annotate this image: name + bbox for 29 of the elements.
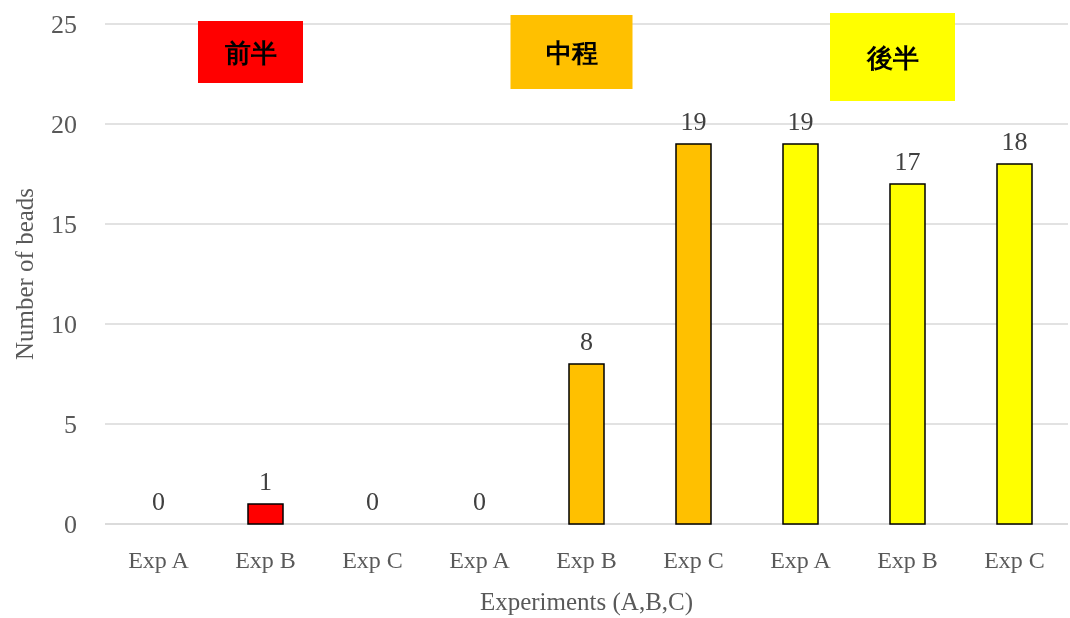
x-tick-label: Exp A [128, 547, 190, 573]
annotation: 前半 [223, 38, 277, 68]
data-label: 19 [680, 107, 707, 136]
data-label: 19 [787, 107, 814, 136]
y-tick-label: 10 [51, 310, 77, 339]
data-label: 17 [894, 147, 921, 176]
x-tick-label: Exp B [235, 547, 296, 573]
data-label: 0 [152, 487, 165, 516]
y-tick-label: 25 [51, 10, 77, 39]
data-label: 0 [366, 487, 379, 516]
x-tick-label: Exp B [556, 547, 617, 573]
x-axis-title: Experiments (A,B,C) [479, 588, 694, 616]
y-tick-label: 20 [51, 110, 77, 139]
data-label: 1 [259, 467, 272, 496]
y-tick-label: 0 [64, 510, 77, 539]
data-label: 8 [580, 327, 593, 356]
data-label: 18 [1001, 127, 1028, 156]
annotation: 中程 [545, 38, 598, 68]
y-tick-label: 15 [51, 210, 77, 239]
annotation: 後半 [865, 43, 919, 73]
data-label: 0 [473, 487, 486, 516]
x-tick-label: Exp B [877, 547, 938, 573]
x-tick-label: Exp C [342, 547, 403, 573]
y-tick-label: 5 [64, 410, 77, 439]
x-tick-label: Exp C [984, 547, 1045, 573]
y-axis-title: Number of beads [11, 187, 38, 361]
x-tick-label: Exp A [449, 547, 511, 573]
x-tick-label: Exp A [770, 547, 832, 573]
x-tick-label: Exp C [663, 547, 724, 573]
